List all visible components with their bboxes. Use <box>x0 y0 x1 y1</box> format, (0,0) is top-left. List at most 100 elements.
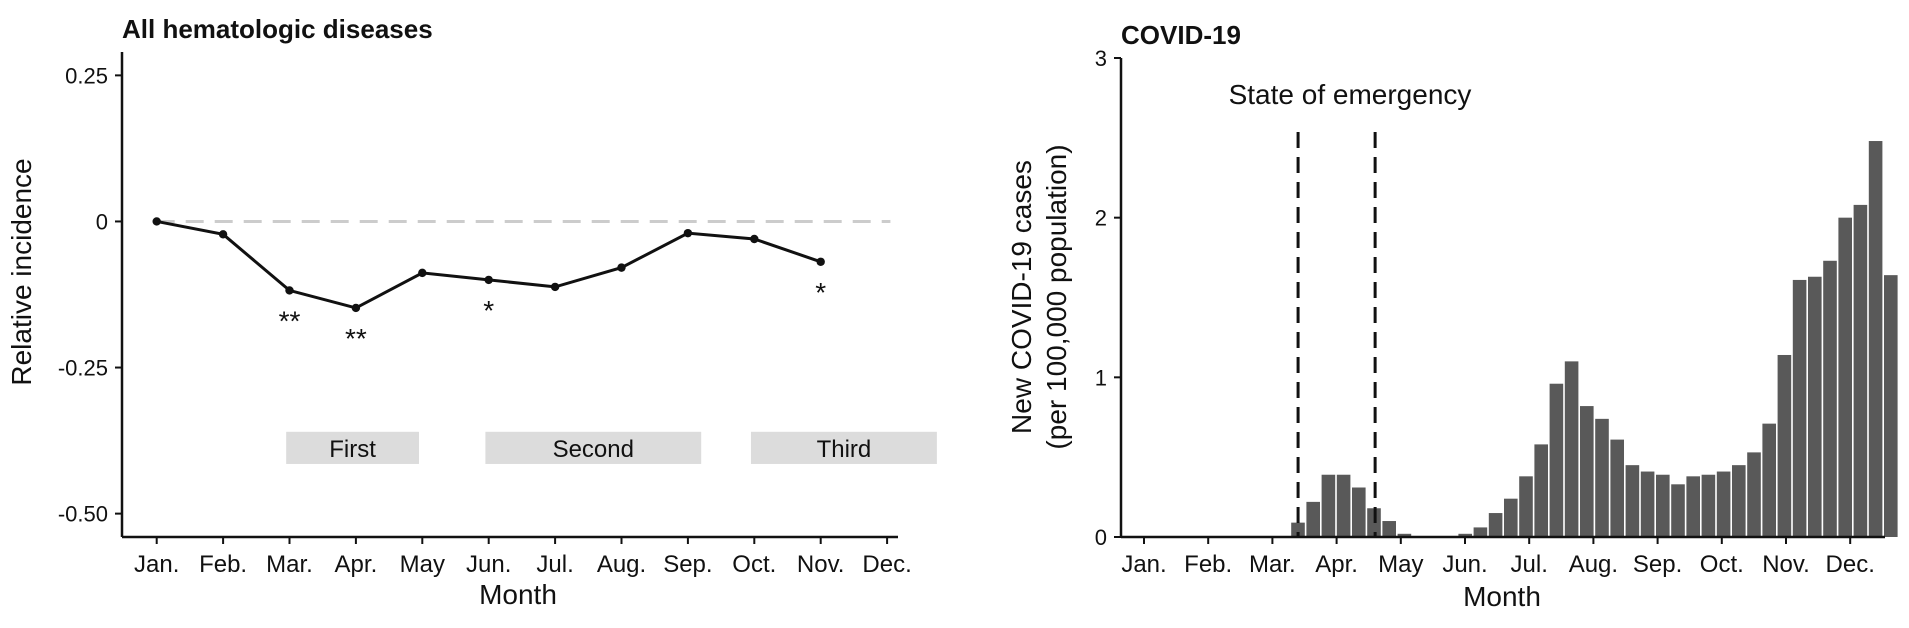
significance-marker-4: * <box>815 277 826 308</box>
bar-week-47 <box>1823 260 1837 537</box>
data-point-3 <box>285 286 294 295</box>
bar-week-14 <box>1321 474 1336 537</box>
left-x-tick-label-11: Dec. <box>862 551 911 578</box>
right-y-tick-label-3: 3 <box>1095 46 1107 71</box>
bar-week-16 <box>1352 487 1366 537</box>
bar-week-29 <box>1549 383 1564 537</box>
bar-week-48 <box>1838 217 1852 537</box>
left-x-tick-label-4: May <box>400 551 445 578</box>
left-x-axis-label: Month <box>479 579 557 610</box>
period-label-1: First <box>329 436 376 463</box>
bar-week-23 <box>1458 533 1472 537</box>
bar-week-35 <box>1640 471 1655 537</box>
bar-week-49 <box>1853 204 1868 538</box>
bar-week-27 <box>1519 476 1533 537</box>
left-chart-hematologic: All hematologic diseases First Second Thir… <box>6 14 937 610</box>
right-x-tick-label-8: Sep. <box>1633 551 1682 578</box>
bar-week-51 <box>1884 275 1898 537</box>
left-y-ticks: 0.25 0 -0.25 -0.50 <box>58 63 122 527</box>
significance-marker-1: ** <box>279 305 301 336</box>
right-x-tick-label-0: Jan. <box>1121 551 1166 578</box>
left-period-bands: First Second Third <box>286 431 937 464</box>
left-y-tick-label-2: -0.25 <box>58 356 108 381</box>
data-point-1 <box>152 217 161 226</box>
data-point-8 <box>617 263 626 272</box>
significance-marker-3: * <box>483 295 494 326</box>
bar-week-38 <box>1686 476 1700 537</box>
data-point-4 <box>351 303 361 313</box>
bar-week-19 <box>1397 533 1412 537</box>
bar-week-32 <box>1595 418 1609 537</box>
right-x-ticks: Jan. Feb. Mar. Apr. May Jun. Jul. Aug. Sep. Oct. N… <box>1121 537 1875 578</box>
bar-week-36 <box>1656 474 1670 537</box>
bar-week-40 <box>1716 471 1731 537</box>
bar-week-45 <box>1792 279 1807 537</box>
bar-week-28 <box>1534 444 1548 537</box>
bar-week-46 <box>1808 276 1822 537</box>
period-band-2 <box>485 431 702 464</box>
left-x-tick-label-7: Aug. <box>597 551 646 578</box>
data-point-10 <box>750 234 759 244</box>
bar-week-41 <box>1732 465 1746 537</box>
bar-week-13 <box>1306 501 1320 537</box>
left-x-tick-label-10: Nov. <box>797 551 845 578</box>
data-point-7 <box>550 282 560 292</box>
bar-week-34 <box>1625 465 1640 537</box>
right-x-tick-label-3: Apr. <box>1315 551 1358 578</box>
state-of-emergency-label: State of emergency <box>1229 79 1472 110</box>
right-y-tick-label-2: 2 <box>1095 206 1107 231</box>
right-chart-covid: COVID-19 State of emergency 0 1 2 3 Jan. Feb… <box>1006 20 1898 612</box>
left-y-tick-label-0: 0.25 <box>65 63 108 88</box>
period-label-2: Second <box>553 436 634 463</box>
right-emergency-lines <box>1296 132 1377 537</box>
right-chart-title: COVID-19 <box>1121 20 1241 50</box>
bar-week-26 <box>1504 498 1518 537</box>
right-x-tick-label-6: Jul. <box>1511 551 1548 578</box>
right-y-tick-label-1: 1 <box>1095 365 1107 390</box>
bar-week-43 <box>1762 423 1776 537</box>
left-x-tick-label-2: Mar. <box>266 551 313 578</box>
data-point-5 <box>418 268 427 278</box>
bar-week-30 <box>1564 361 1579 537</box>
bar-week-12 <box>1291 522 1305 537</box>
left-x-tick-label-1: Feb. <box>199 551 247 578</box>
right-x-tick-label-9: Oct. <box>1700 551 1744 578</box>
right-x-tick-label-11: Dec. <box>1826 551 1875 578</box>
right-x-tick-label-1: Feb. <box>1184 551 1232 578</box>
period-band-1 <box>286 431 419 464</box>
bar-week-39 <box>1701 474 1716 537</box>
left-x-tick-label-3: Apr. <box>335 551 378 578</box>
significance-marker-2: ** <box>345 323 367 354</box>
right-y-axis-label-line-2: (per 100,000 population) <box>1041 144 1072 449</box>
left-y-tick-label-1: 0 <box>96 209 108 234</box>
bar-week-44 <box>1777 354 1792 537</box>
bar-week-18 <box>1382 521 1396 537</box>
bar-week-24 <box>1473 527 1488 537</box>
period-label-3: Third <box>817 436 872 463</box>
right-x-tick-label-4: May <box>1378 551 1423 578</box>
right-bars <box>1291 141 1898 538</box>
left-x-tick-label-5: Jun. <box>466 551 511 578</box>
bar-week-37 <box>1671 484 1685 537</box>
right-x-tick-label-7: Aug. <box>1569 551 1618 578</box>
left-x-ticks: Jan. Feb. Mar. Apr. May Jun. Jul. Aug. Sep. Oct. N… <box>134 537 912 578</box>
data-point-9 <box>683 228 693 238</box>
bar-week-25 <box>1488 513 1503 537</box>
bar-week-50 <box>1868 141 1883 537</box>
data-point-2 <box>218 230 228 239</box>
data-point-11 <box>816 257 825 266</box>
left-points <box>152 217 825 313</box>
right-x-tick-label-10: Nov. <box>1762 551 1810 578</box>
left-significance-markers: ****** <box>279 277 827 354</box>
right-x-tick-label-2: Mar. <box>1249 551 1296 578</box>
right-y-axis-label-line-1: New COVID-19 cases <box>1006 160 1037 434</box>
left-chart-title: All hematologic diseases <box>122 14 433 44</box>
bar-week-15 <box>1336 474 1351 537</box>
bar-week-31 <box>1580 406 1594 537</box>
left-x-tick-label-9: Oct. <box>732 551 776 578</box>
right-y-ticks: 0 1 2 3 <box>1095 46 1121 550</box>
period-band-3 <box>750 431 937 464</box>
right-x-axis-label: Month <box>1463 581 1541 612</box>
left-y-axis-label: Relative incidence <box>6 158 37 385</box>
